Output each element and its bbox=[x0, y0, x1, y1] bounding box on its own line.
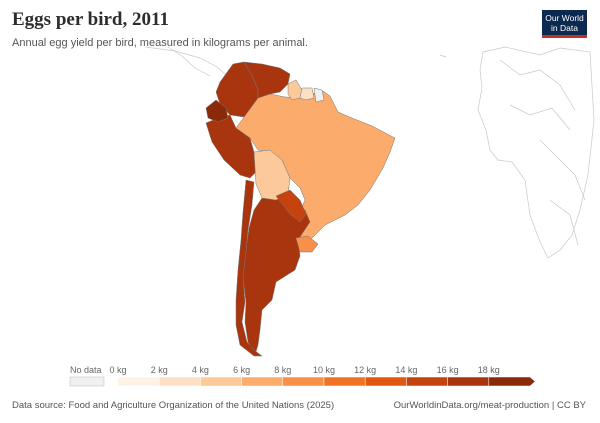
legend-tick-label: 2 kg bbox=[151, 365, 168, 375]
chart-subtitle: Annual egg yield per bird, measured in k… bbox=[12, 37, 308, 49]
region-suriname[interactable] bbox=[299, 87, 315, 101]
region-french-guiana[interactable] bbox=[313, 87, 325, 103]
atlantic-island bbox=[439, 54, 447, 58]
countries bbox=[205, 61, 396, 357]
legend-bin[interactable] bbox=[323, 376, 366, 387]
source-note: Data source: Food and Agriculture Organi… bbox=[12, 400, 335, 411]
owid-logo[interactable]: Our World in Data bbox=[542, 10, 587, 38]
legend-bins bbox=[117, 376, 536, 387]
legend-tick-label: 16 kg bbox=[437, 365, 459, 375]
legend-bin[interactable] bbox=[200, 376, 242, 387]
legend-tick-label: 14 kg bbox=[395, 365, 417, 375]
legend: No data 0 kg 2 kg 4 kg 6 kg 8 kg 10 kg 12 kg 14… bbox=[69, 365, 536, 387]
africa-border-2 bbox=[509, 104, 571, 131]
legend-bin[interactable] bbox=[406, 376, 448, 387]
legend-tick-label: 6 kg bbox=[233, 365, 250, 375]
legend-bin[interactable] bbox=[158, 376, 201, 387]
africa-border-4 bbox=[549, 199, 579, 246]
region-paraguay[interactable] bbox=[275, 189, 307, 223]
legend-ticks: 0 kg 2 kg 4 kg 6 kg 8 kg 10 kg 12 kg 14 kg 16 kg… bbox=[109, 365, 499, 375]
chart-title: Eggs per bird, 2011 bbox=[12, 9, 169, 30]
africa-outline bbox=[477, 46, 595, 259]
legend-bin[interactable] bbox=[241, 376, 284, 387]
region-venezuela[interactable] bbox=[243, 61, 291, 99]
africa-border-3 bbox=[539, 139, 586, 201]
region-guyana[interactable] bbox=[287, 79, 303, 101]
central-america-outline bbox=[144, 46, 231, 79]
legend-bin[interactable] bbox=[488, 376, 536, 387]
legend-bin[interactable] bbox=[364, 376, 407, 387]
region-uruguay[interactable] bbox=[295, 235, 319, 253]
legend-bin[interactable] bbox=[447, 376, 490, 387]
legend-tick-label: 12 kg bbox=[354, 365, 376, 375]
legend-tick-label: 10 kg bbox=[313, 365, 335, 375]
central-america-outline-2 bbox=[167, 46, 211, 77]
africa-border-1 bbox=[499, 59, 576, 111]
legend-no-data-swatch[interactable] bbox=[69, 376, 105, 387]
legend-tick-label: 0 kg bbox=[109, 365, 126, 375]
legend-tick-label: 8 kg bbox=[274, 365, 291, 375]
background-land bbox=[144, 46, 595, 259]
legend-bin[interactable] bbox=[117, 376, 160, 387]
credit-link[interactable]: OurWorldinData.org/meat-production | CC … bbox=[393, 400, 586, 411]
legend-tick-label: 18 kg bbox=[478, 365, 500, 375]
legend-tick-label: 4 kg bbox=[192, 365, 209, 375]
legend-bin[interactable] bbox=[282, 376, 325, 387]
region-chile[interactable] bbox=[235, 179, 263, 357]
legend-no-data-label: No data bbox=[70, 365, 102, 375]
region-ecuador[interactable] bbox=[205, 99, 229, 123]
